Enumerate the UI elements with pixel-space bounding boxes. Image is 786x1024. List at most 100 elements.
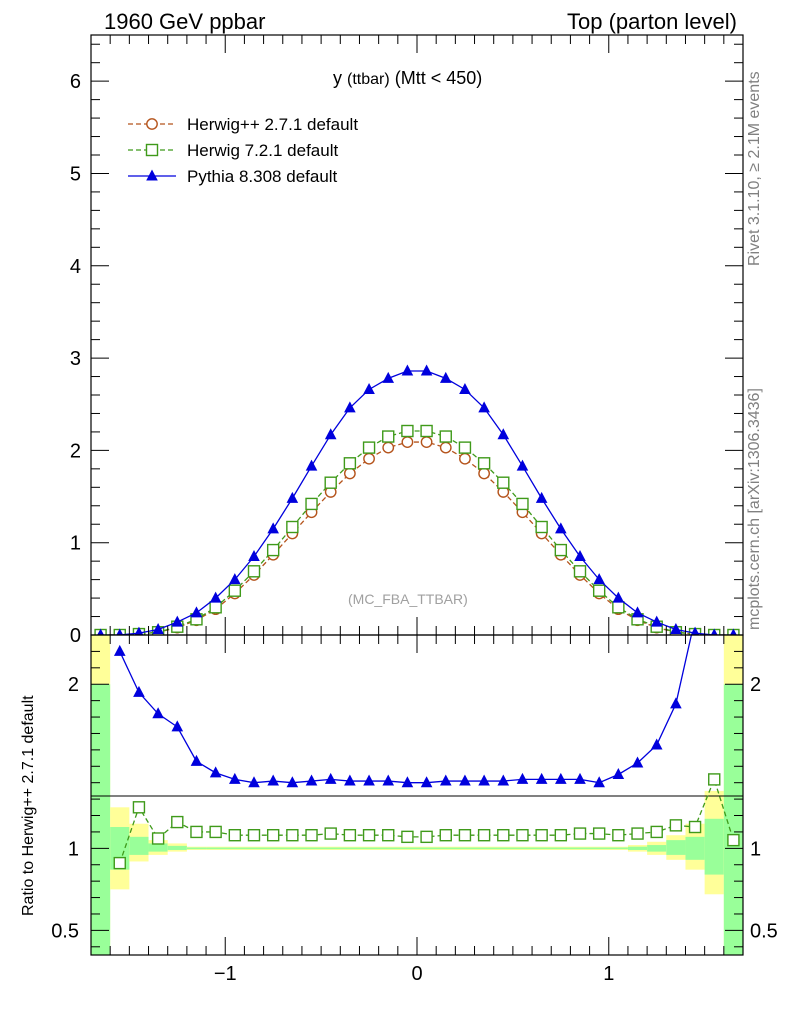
legend-marker-pythia	[146, 169, 158, 181]
ratio-point-herwig7	[401, 830, 414, 844]
ratio-point-herwig7	[151, 832, 165, 845]
ratio-point-herwig7	[286, 829, 299, 842]
ratio-point-herwig7	[382, 829, 395, 842]
ratio-point-herwig7	[612, 829, 625, 842]
main-point-pythia	[190, 606, 203, 618]
main-point-pythia	[401, 364, 414, 376]
main-point-herwigpp	[382, 441, 395, 454]
tick-label: 5	[70, 163, 81, 185]
ratio-point-herwig7	[420, 830, 433, 844]
header-left-label: 1960 GeV ppbar	[104, 9, 266, 34]
tick-label: 1	[68, 838, 79, 860]
main-point-herwig7	[554, 543, 568, 557]
ratio-point-herwig7	[669, 819, 683, 832]
ratio-band-green	[627, 846, 648, 850]
ratio-point-herwig7	[631, 827, 644, 840]
ratio-point-pythia	[535, 772, 548, 784]
ratio-point-pythia	[574, 772, 586, 784]
ratio-point-herwig7	[132, 801, 146, 814]
main-point-pythia	[710, 628, 718, 635]
analysis-watermark: (MC_FBA_TTBAR)	[348, 591, 468, 607]
main-point-herwig7	[573, 565, 587, 578]
main-point-pythia	[248, 550, 260, 562]
tick-label: 1	[70, 533, 81, 555]
main-point-herwigpp	[363, 452, 375, 465]
ratio-band-green	[666, 840, 686, 855]
ratio-point-herwig7	[305, 829, 318, 842]
ratio-point-pythia	[612, 767, 625, 779]
tick-label: 1	[750, 838, 761, 860]
main-point-herwig7	[209, 601, 222, 614]
ratio-point-pythia	[516, 772, 529, 784]
mcplots-label: mcplots.cern.ch [arXiv:1306.3436]	[746, 388, 763, 630]
ratio-point-pythia	[267, 774, 279, 786]
main-point-pythia	[593, 573, 605, 585]
main-series-line-herwig7	[100, 430, 734, 635]
main-point-pythia	[344, 401, 356, 413]
main-point-herwigpp	[459, 452, 471, 465]
main-point-herwig7	[401, 424, 414, 438]
ratio-point-herwig7	[324, 827, 337, 840]
tick-label: 2	[70, 440, 81, 462]
ratio-band-green	[206, 847, 628, 850]
ratio-band-green	[129, 836, 149, 855]
plot-title-var: y	[333, 68, 342, 88]
main-point-pythia	[116, 628, 124, 635]
header-right-label: Top (parton level)	[567, 9, 737, 34]
tick-label: 6	[70, 71, 81, 93]
main-point-pythia	[555, 522, 567, 534]
main-point-pythia	[574, 550, 586, 562]
main-point-pythia	[670, 622, 682, 634]
ratio-point-pythia	[363, 774, 375, 786]
ratio-point-herwig7	[688, 820, 702, 834]
main-point-pythia	[286, 491, 299, 503]
ratio-point-herwig7	[477, 829, 491, 842]
main-point-pythia	[420, 364, 433, 376]
ratio-point-pythia	[593, 776, 605, 788]
main-point-pythia	[439, 371, 452, 383]
ratio-point-herwig7	[708, 773, 721, 786]
main-point-pythia	[209, 591, 222, 603]
plot-title-paren: (ttbar)	[347, 71, 390, 88]
ratio-point-pythia	[708, 579, 720, 590]
ratio-point-herwig7	[554, 829, 568, 842]
ratio-point-herwig7	[650, 825, 663, 839]
ratio-point-pythia	[133, 685, 145, 697]
tick-label: −1	[214, 963, 237, 985]
tick-label: 0.5	[750, 920, 778, 942]
legend-marker-herwigpp	[146, 118, 158, 130]
main-point-herwig7	[592, 584, 606, 597]
main-point-pythia	[497, 428, 510, 440]
ratio-panel-frame	[90, 634, 744, 956]
ratio-point-herwig7	[266, 829, 280, 842]
ratio-point-pythia	[324, 772, 337, 784]
main-point-pythia	[363, 382, 375, 394]
ratio-uncertainty-bands	[91, 635, 743, 955]
ratio-point-herwig7	[343, 829, 357, 842]
main-point-herwigpp	[343, 467, 356, 480]
main-point-pythia	[324, 428, 337, 440]
ratio-point-pythia	[382, 774, 395, 786]
ratio-band-green	[186, 847, 207, 850]
ratio-point-pythia	[497, 774, 510, 786]
ratio-point-pythia	[305, 774, 318, 786]
main-point-herwigpp	[420, 436, 433, 448]
ratio-point-pythia	[152, 707, 164, 719]
ratio-point-herwig7	[592, 827, 606, 840]
main-point-herwig7	[266, 543, 280, 557]
ratio-point-pythia	[420, 776, 433, 788]
ratio-point-pythia	[650, 738, 663, 750]
ratio-point-pythia	[439, 774, 452, 786]
ratio-point-pythia	[459, 774, 471, 786]
ratio-point-pythia	[689, 612, 701, 623]
ratio-point-pythia	[190, 754, 203, 766]
ratio-band-green	[685, 836, 705, 860]
axis-ticks: 0 1 2 3 4 5 6 −1 0 1 0.5 0.5 1 1 2 2	[51, 35, 778, 985]
ratio-point-herwig7	[727, 833, 740, 847]
ratio-point-herwig7	[516, 829, 529, 842]
ratio-point-pythia	[113, 644, 126, 656]
legend-label-herwigpp: Herwig++ 2.7.1 default	[187, 115, 359, 134]
main-point-pythia	[516, 459, 529, 471]
ratio-point-pythia	[670, 697, 682, 709]
